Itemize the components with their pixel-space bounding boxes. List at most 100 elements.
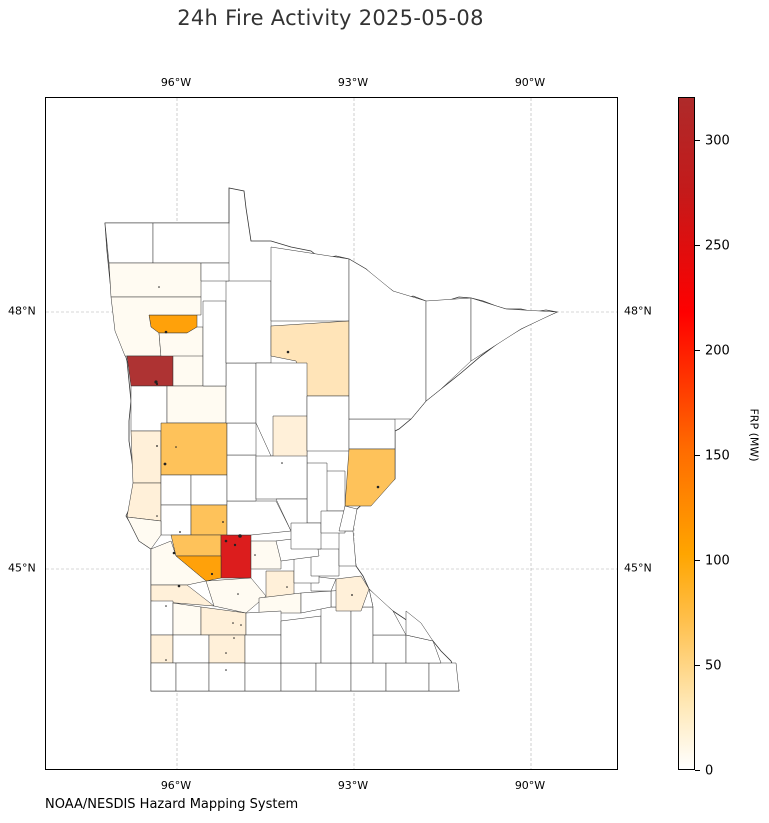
- fire-point: [351, 594, 353, 596]
- county-otter-tail: [160, 422, 228, 476]
- colorbar-tick: [695, 455, 700, 456]
- colorbar-label-50: 50: [705, 658, 722, 674]
- fire-point: [237, 593, 239, 595]
- county-waseca: [320, 606, 352, 664]
- county-renville: [205, 577, 267, 614]
- fire-point: [233, 637, 235, 639]
- county-aitkin: [306, 395, 350, 452]
- colorbar-label-100: 100: [705, 553, 730, 569]
- minnesota-county-map: [46, 98, 617, 769]
- county-wadena: [226, 422, 257, 456]
- county-becker: [166, 385, 227, 424]
- fire-point: [165, 605, 167, 607]
- fire-point: [225, 652, 227, 654]
- county-fillmore: [385, 662, 430, 692]
- county-todd: [226, 454, 257, 502]
- county-stevens: [160, 504, 192, 536]
- county-pipestone: [150, 634, 174, 664]
- fire-point: [179, 531, 181, 533]
- county-st-louis: [348, 258, 427, 420]
- county-steele: [350, 606, 374, 664]
- county-lincoln: [150, 600, 174, 636]
- lon-label-bottom-90w: 90°W: [514, 779, 546, 792]
- county-douglas: [190, 474, 228, 506]
- lat-label-right-45n: 45°N: [624, 561, 652, 575]
- county-mahnomen: [172, 355, 204, 387]
- county-sherburne: [290, 522, 322, 550]
- colorbar-label-250: 250: [705, 238, 730, 254]
- county-dakota: [335, 575, 370, 612]
- county-le-sueur: [300, 590, 332, 614]
- county-jackson: [208, 662, 246, 692]
- fire-point: [225, 669, 227, 671]
- fire-point: [254, 554, 256, 556]
- county-carlton: [348, 418, 396, 450]
- county-norman: [126, 355, 174, 387]
- colorbar-tick: [695, 140, 700, 141]
- colorbar-label-150: 150: [705, 448, 730, 464]
- county-brown: [245, 610, 282, 636]
- county-winona: [405, 610, 434, 642]
- county-blue-earth: [280, 615, 322, 664]
- county-grant: [160, 474, 192, 506]
- lat-label-left-45n: 45°N: [8, 561, 36, 575]
- county-chisago: [338, 505, 358, 532]
- county-kittson: [104, 222, 154, 264]
- county-cottonwood: [208, 634, 246, 664]
- fire-point: [224, 539, 228, 543]
- county-houston: [428, 662, 460, 692]
- county-roseau: [152, 222, 230, 264]
- lat-label-right-48n: 48°N: [624, 304, 652, 318]
- lon-label-top-90w: 90°W: [514, 76, 546, 89]
- county-isanti: [320, 510, 346, 534]
- county-olmsted: [405, 634, 442, 664]
- county-lake-of-the-woods: [200, 262, 230, 282]
- county-goodhue: [368, 588, 407, 636]
- data-source-credit: NOAA/NESDIS Hazard Mapping System: [45, 797, 299, 812]
- fire-detections: [154, 286, 380, 671]
- colorbar-tick: [695, 350, 700, 351]
- colorbar-title: FRP (MW): [747, 408, 761, 462]
- map-panel[interactable]: [45, 97, 618, 770]
- colorbar-label-0: 0: [705, 763, 714, 779]
- lon-label-top-96w: 96°W: [160, 76, 192, 89]
- county-marshall: [108, 262, 202, 298]
- fire-point: [155, 382, 159, 386]
- county-washington: [338, 530, 357, 567]
- county-murray: [172, 634, 210, 664]
- fire-point: [240, 624, 242, 626]
- colorbar-label-300: 300: [705, 133, 730, 149]
- county-pope: [190, 504, 228, 536]
- county-freeborn: [315, 662, 352, 692]
- county-pine: [344, 448, 396, 507]
- fire-point: [281, 462, 283, 464]
- county-cook: [470, 297, 558, 362]
- fire-point: [164, 330, 168, 334]
- county-koochiching: [270, 246, 350, 322]
- fire-point: [175, 446, 177, 448]
- colorbar-tick: [695, 560, 700, 561]
- map-title: 24h Fire Activity 2025-05-08: [177, 6, 484, 30]
- county-lyon: [172, 602, 202, 636]
- fire-point: [210, 572, 214, 576]
- county-dodge: [372, 634, 407, 664]
- county-martin: [244, 662, 282, 692]
- fire-point: [222, 521, 224, 523]
- county-mower: [350, 662, 387, 692]
- county-traverse: [126, 482, 162, 522]
- fire-point: [158, 286, 160, 288]
- county-swift: [170, 534, 222, 557]
- lon-label-bottom-96w: 96°W: [160, 779, 192, 792]
- county-pennington: [148, 314, 198, 334]
- county-meeker: [250, 540, 282, 570]
- lat-label-left-48n: 48°N: [8, 304, 36, 318]
- county-wilkin: [130, 430, 162, 484]
- colorbar-tick: [695, 245, 700, 246]
- county-stearns: [226, 500, 292, 536]
- fire-point: [233, 543, 237, 547]
- county-clearwater: [202, 300, 227, 387]
- fire-point: [165, 659, 167, 661]
- colorbar-tick: [695, 770, 700, 771]
- colorbar: [678, 97, 695, 770]
- lon-label-bottom-93w: 93°W: [337, 779, 369, 792]
